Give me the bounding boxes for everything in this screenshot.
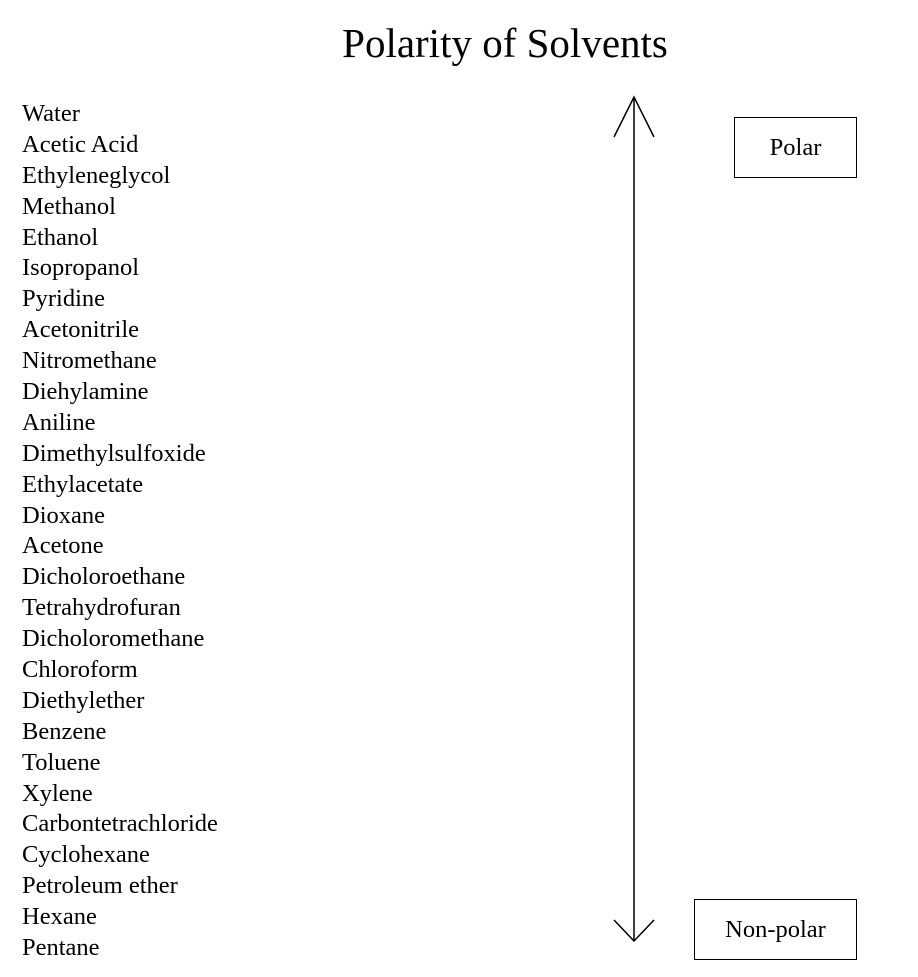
solvent-item: Acetic Acid (22, 130, 139, 158)
solvent-item: Dicholoroethane (22, 563, 186, 591)
arrow-head-down-icon (613, 919, 655, 943)
solvent-item: Tetrahydrofuran (22, 594, 181, 622)
solvent-item: Chloroform (22, 656, 138, 684)
solvent-item: Pyridine (22, 285, 106, 313)
polar-label: Polar (769, 133, 822, 161)
solvent-item: Diehylamine (22, 378, 149, 406)
solvent-item: Acetonitrile (22, 316, 140, 344)
solvent-item: Nitromethane (22, 347, 157, 375)
solvent-item: Dimethylsulfoxide (22, 439, 206, 467)
solvent-item: Aniline (22, 408, 96, 436)
polar-label-box: Polar (734, 117, 857, 178)
solvent-item: Methanol (22, 192, 116, 220)
solvent-item: Water (22, 100, 80, 127)
solvent-item: Ethanol (22, 223, 99, 251)
arrow-head-up-icon (613, 95, 655, 138)
nonpolar-label-box: Non-polar (694, 899, 857, 960)
solvent-item: Cyclohexane (22, 841, 150, 869)
solvent-item: Carbontetrachloride (22, 810, 218, 838)
solvent-item: Isopropanol (22, 254, 140, 282)
solvent-item: Dioxane (22, 501, 105, 529)
solvent-item: Acetone (22, 532, 104, 560)
solvent-item: Xylene (22, 779, 93, 807)
solvent-item: Benzene (22, 717, 107, 745)
solvent-item: Diethylether (22, 686, 145, 714)
nonpolar-label: Non-polar (725, 915, 826, 943)
page-title: Polarity of Solvents (342, 20, 668, 66)
solvent-item: Ethylacetate (22, 470, 144, 498)
solvent-item: Dicholoromethane (22, 625, 205, 653)
solvent-item: Petroleum ether (22, 872, 178, 900)
solvent-item: Pentane (22, 934, 100, 962)
solvent-item: Toluene (22, 748, 101, 776)
solvent-item: Hexane (22, 903, 97, 931)
solvent-item: Ethyleneglycol (22, 161, 171, 189)
solvent-list: Water Acetic Acid Ethyleneglycol Methanol Et… (22, 99, 218, 964)
